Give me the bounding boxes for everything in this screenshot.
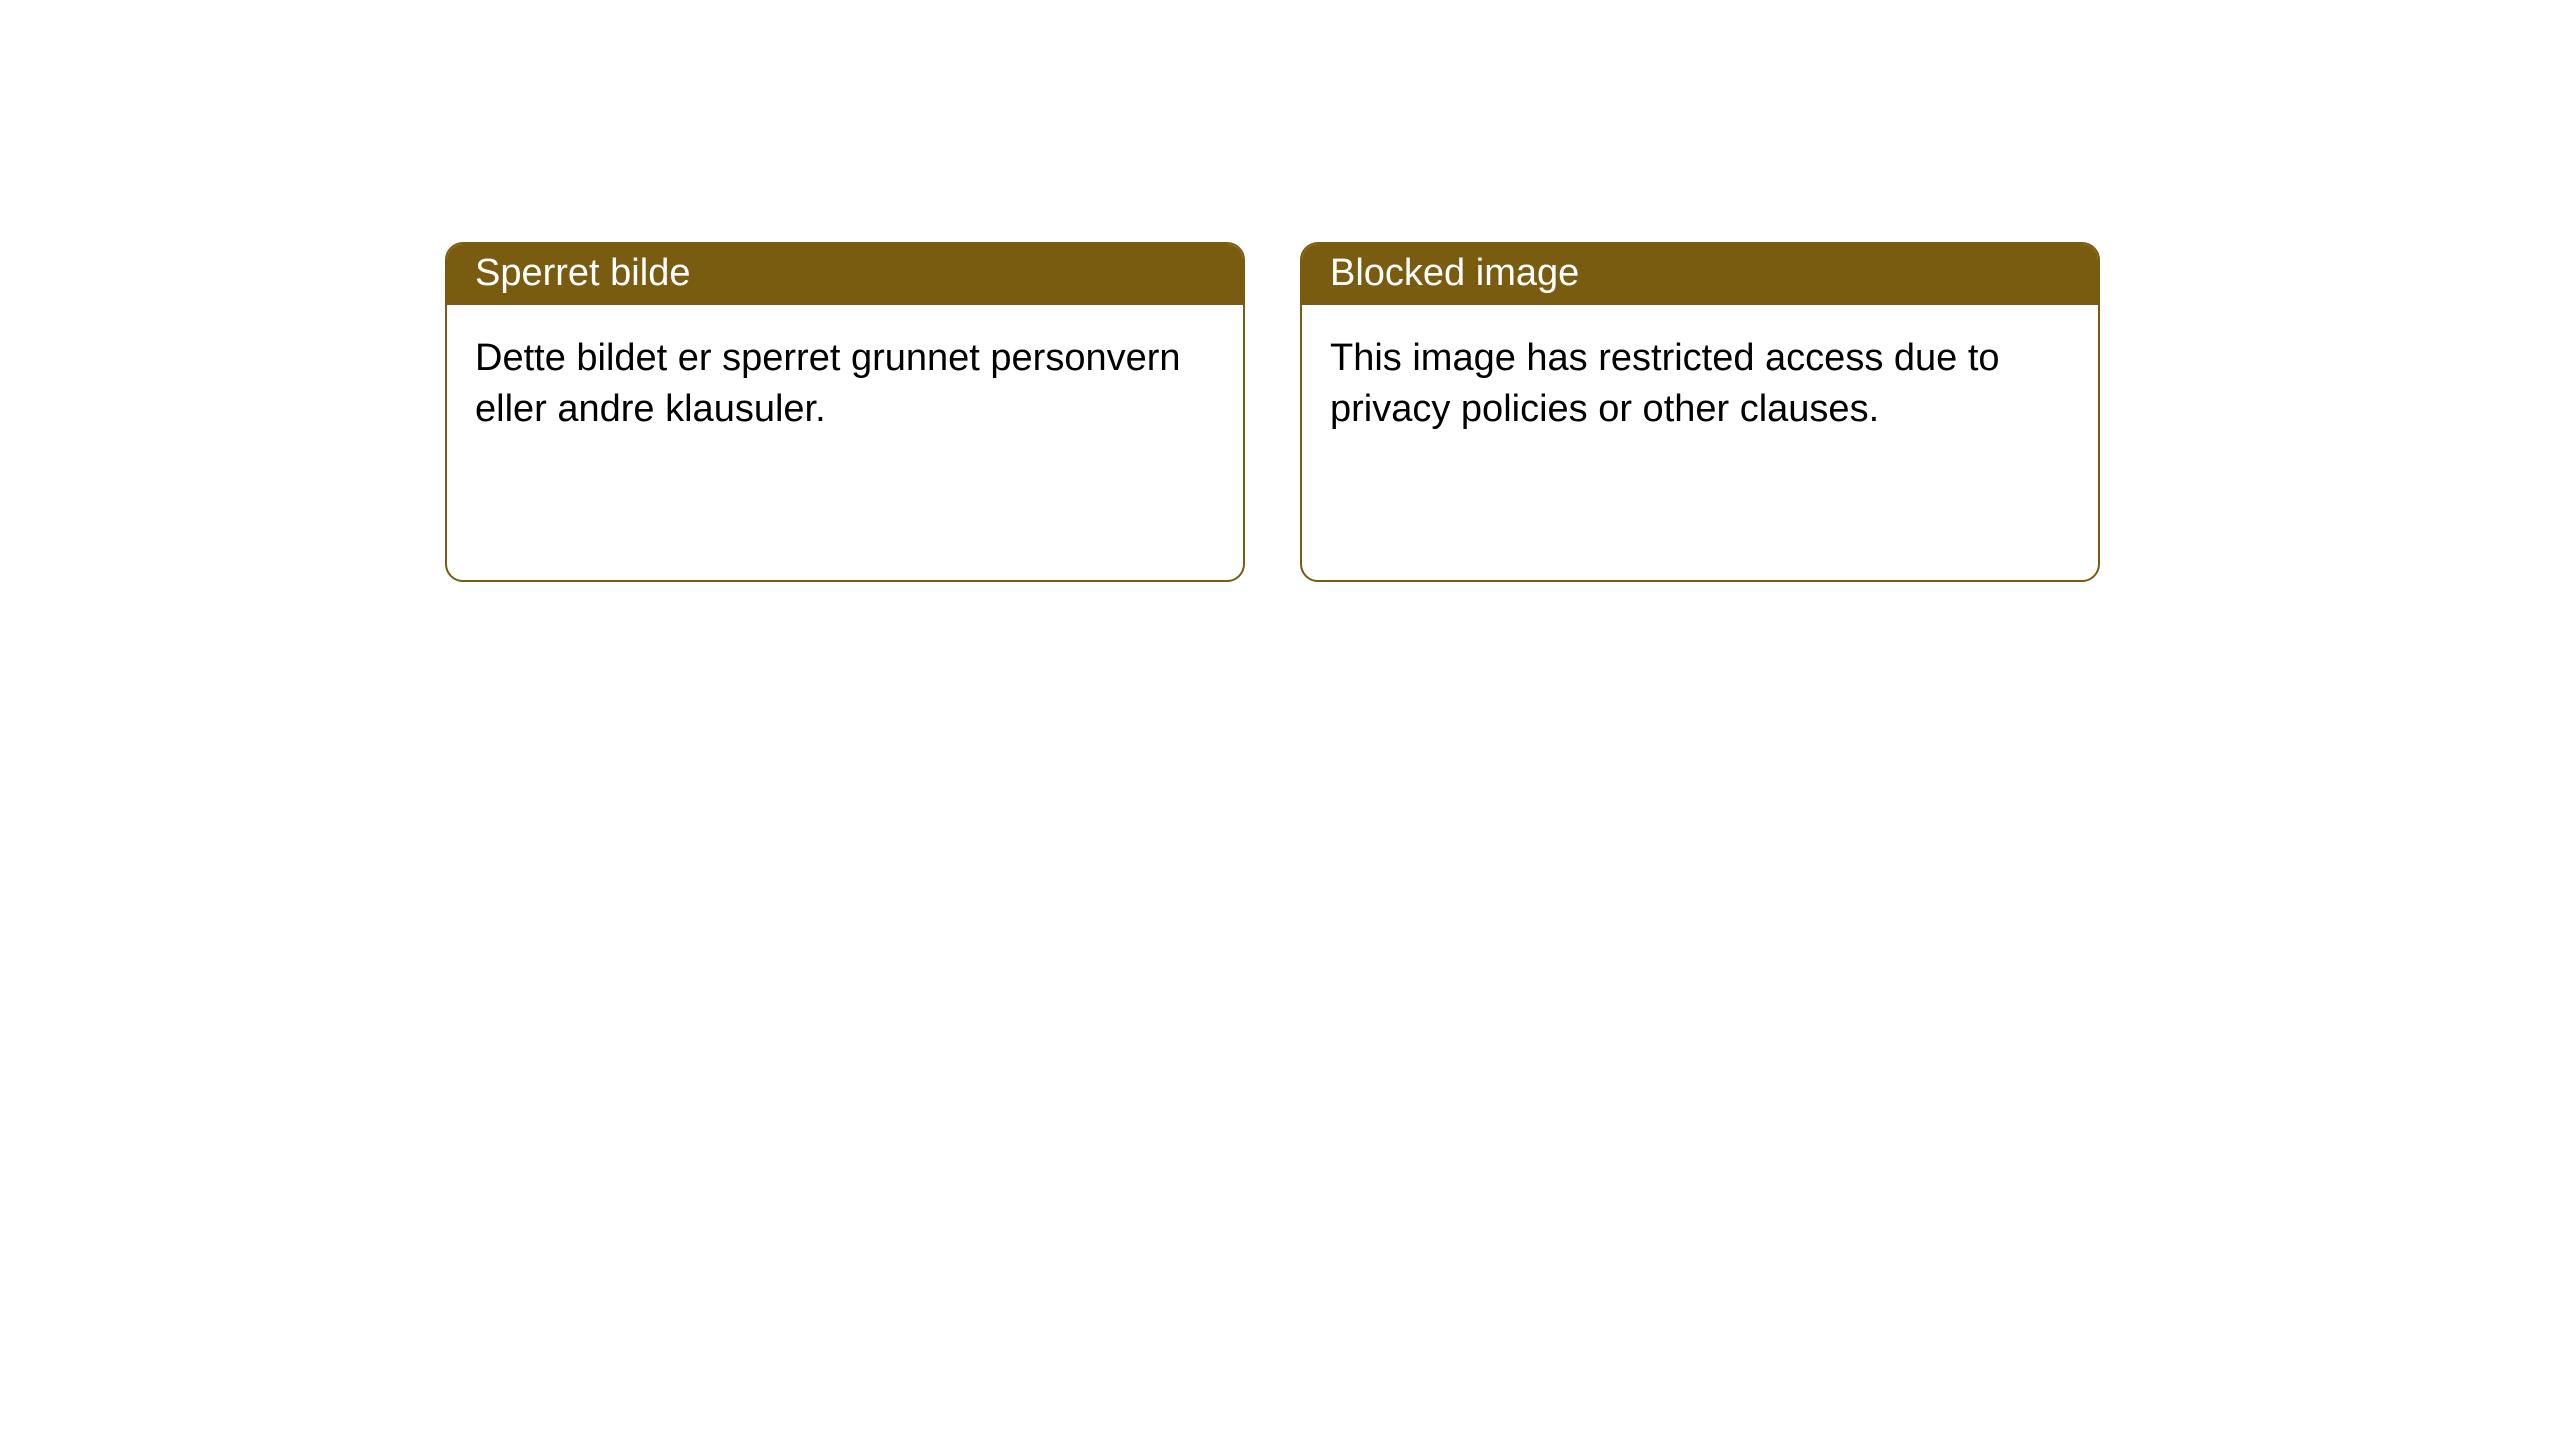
notice-body: Dette bildet er sperret grunnet personve…: [447, 305, 1243, 580]
notice-title: Sperret bilde: [475, 252, 690, 294]
notice-header: Blocked image: [1302, 244, 2098, 305]
notice-container: Sperret bilde Dette bildet er sperret gr…: [0, 0, 2560, 582]
notice-body: This image has restricted access due to …: [1302, 305, 2098, 580]
notice-card-english: Blocked image This image has restricted …: [1300, 242, 2100, 582]
notice-title: Blocked image: [1330, 252, 1579, 294]
notice-text: This image has restricted access due to …: [1330, 333, 2070, 436]
notice-card-norwegian: Sperret bilde Dette bildet er sperret gr…: [445, 242, 1245, 582]
notice-text: Dette bildet er sperret grunnet personve…: [475, 333, 1215, 436]
notice-header: Sperret bilde: [447, 244, 1243, 305]
